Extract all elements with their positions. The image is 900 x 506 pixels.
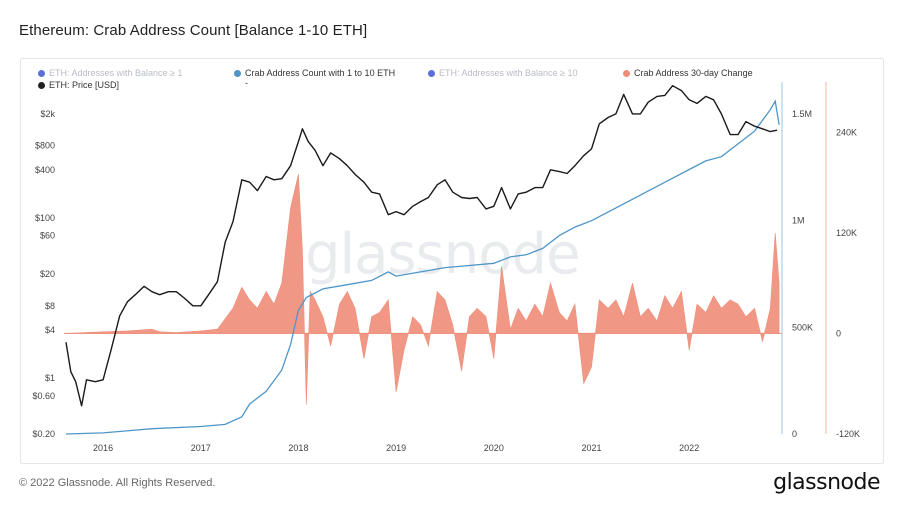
copyright-text: © 2022 Glassnode. All Rights Reserved. [19,477,215,489]
change-tick-label: 240K [836,127,857,137]
count-tick-label: 1.5M [792,109,812,119]
price-tick-label: $60 [40,231,55,241]
x-tick-label: 2018 [288,443,308,453]
price-tick-label: $800 [35,141,55,151]
x-tick-label: 2019 [386,443,406,453]
chart-canvas: $0.20 $0.60 $1 $4 $8 $20 $60 $100 $400 $800 $2k 0 50… [0,0,900,506]
change-tick-label: 0 [836,328,841,338]
price-tick-label: $400 [35,165,55,175]
x-tick-label: 2016 [93,443,113,453]
price-tick-label: $4 [45,325,55,335]
count-tick-label: 500K [792,322,813,332]
count-line-layer [66,101,779,434]
change-tick-label: 120K [836,228,857,238]
x-tick-label: 2020 [484,443,504,453]
change-tick-label: -120K [836,429,860,439]
price-tick-label: $20 [40,269,55,279]
count-line [66,101,779,434]
change-area [66,174,779,405]
price-tick-label: $0.20 [32,429,55,439]
x-tick-label: 2021 [581,443,601,453]
count-tick-label: 1M [792,216,805,226]
price-tick-label: $0.60 [32,391,55,401]
price-line [66,86,777,406]
price-tick-label: $1 [45,373,55,383]
price-line-layer [66,86,777,406]
price-tick-label: $8 [45,301,55,311]
x-tick-label: 2017 [191,443,211,453]
brand-logo: glassnode [773,470,880,495]
x-tick-label: 2022 [679,443,699,453]
price-tick-label: $2k [40,109,55,119]
change-area-layer [64,174,782,405]
count-tick-label: 0 [792,429,797,439]
price-tick-label: $100 [35,213,55,223]
